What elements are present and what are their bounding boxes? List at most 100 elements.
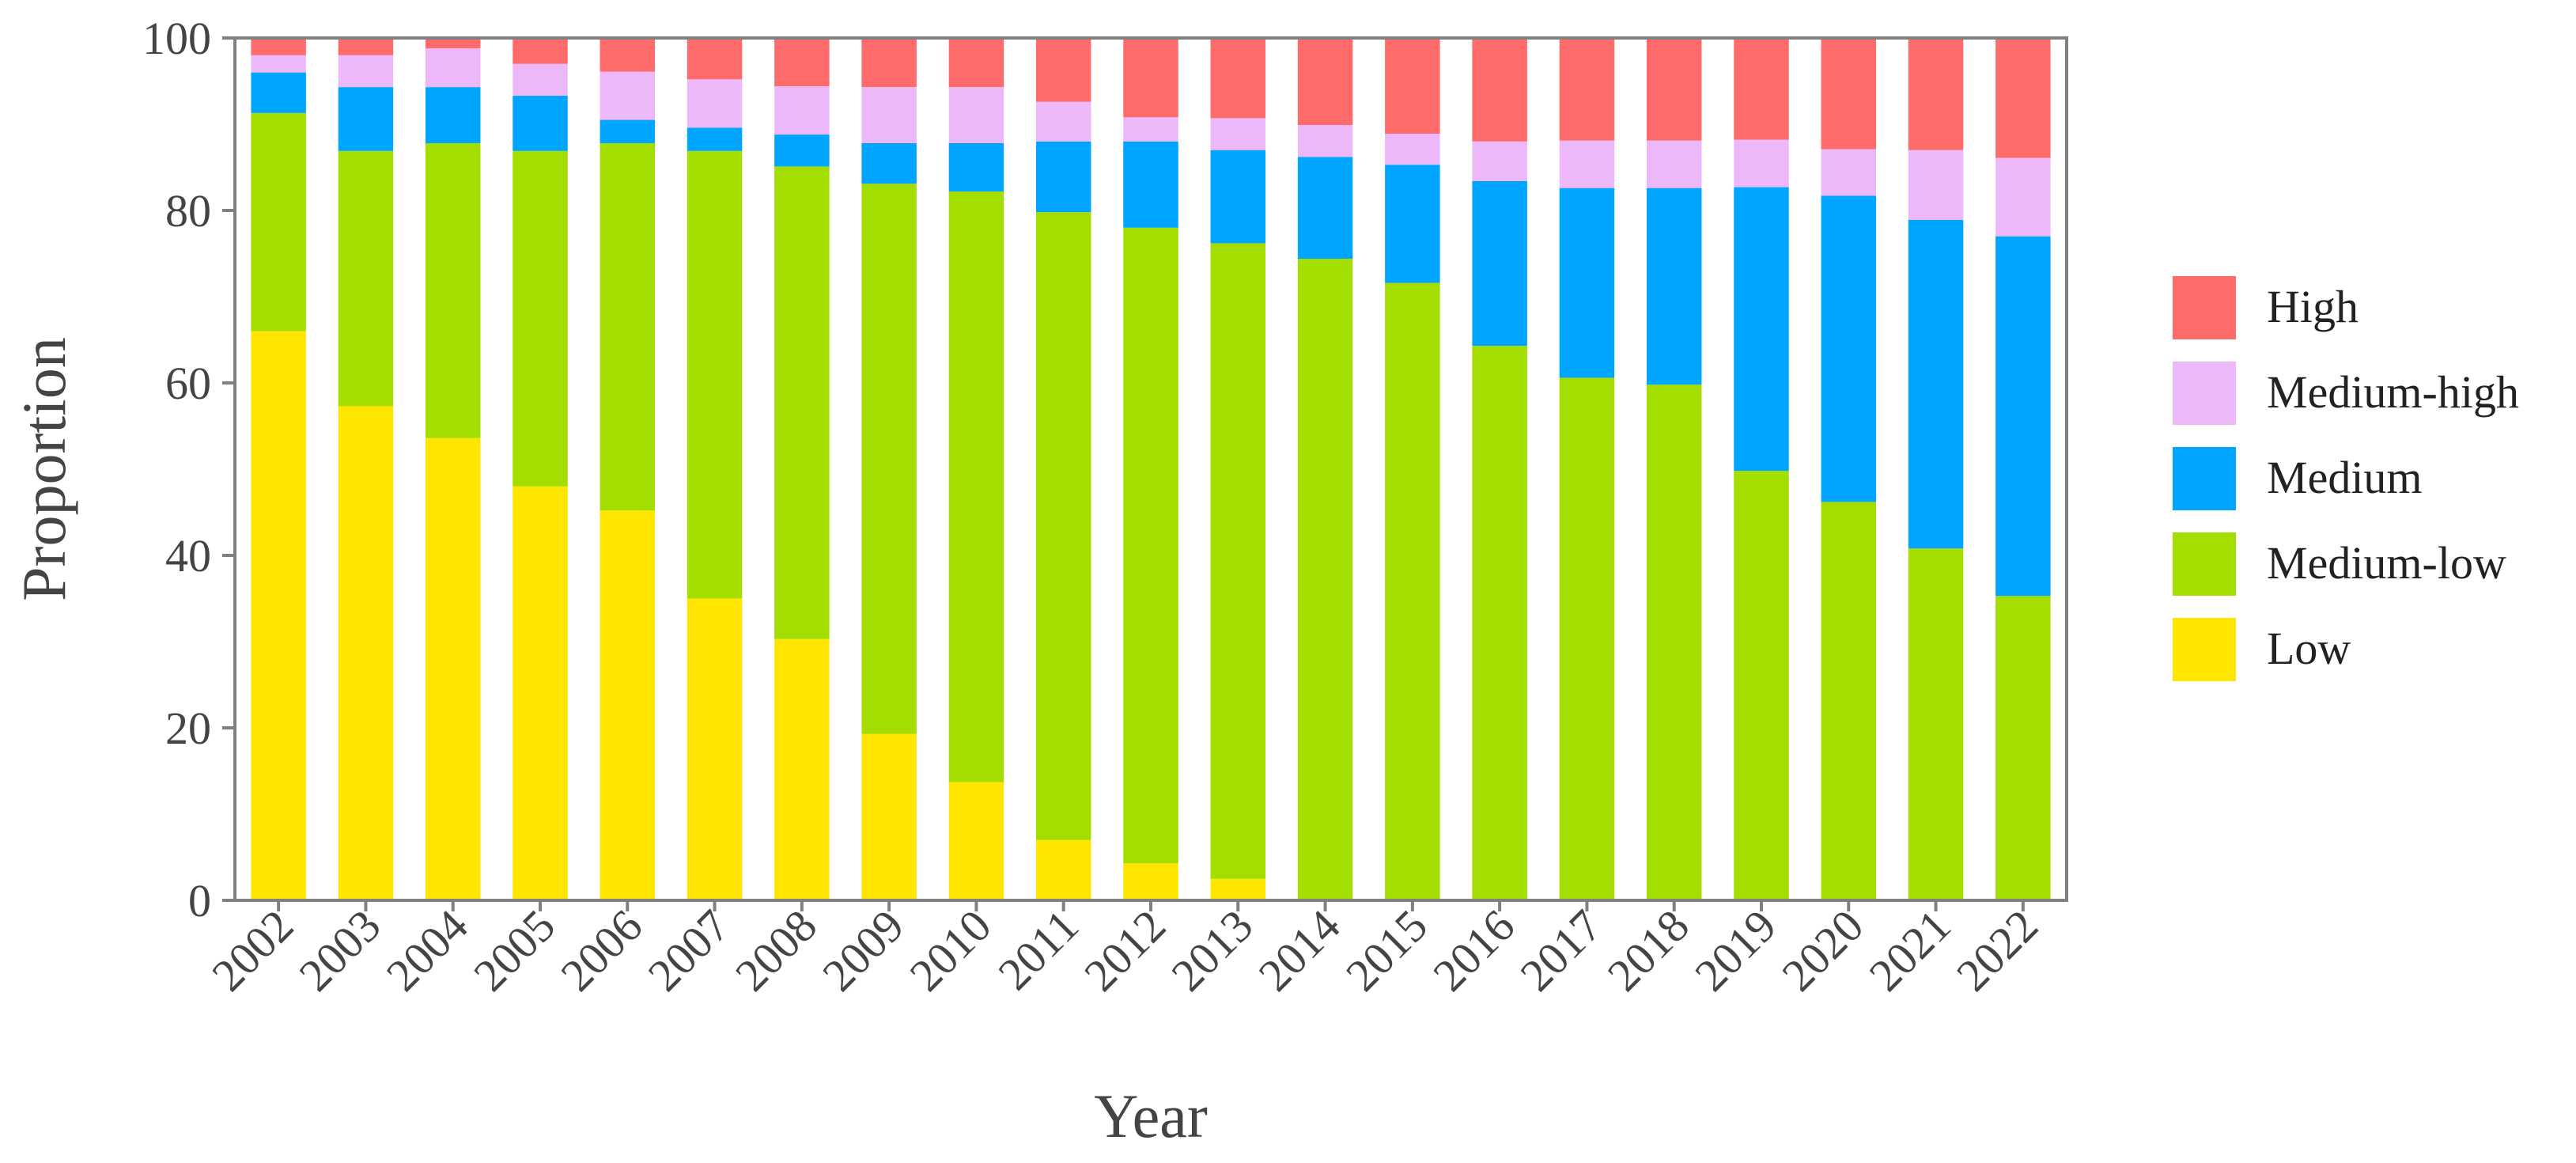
x-tick-label-2015: 2015 — [1336, 900, 1437, 1001]
bar-stack-2013 — [1210, 38, 1266, 900]
bar-medium-high-2021 — [1908, 150, 1964, 220]
legend-swatch-medium — [2173, 447, 2236, 510]
bar-medium-2015 — [1385, 165, 1440, 283]
bar-medium-2021 — [1908, 219, 1964, 549]
bar-medium-low-2011 — [1035, 212, 1091, 840]
x-tick-label-2008: 2008 — [725, 900, 827, 1001]
bar-medium-high-2012 — [1123, 117, 1178, 142]
y-tick-label-20: 20 — [165, 703, 211, 754]
bar-medium-low-2019 — [1734, 471, 1789, 900]
bar-medium-high-2014 — [1297, 125, 1353, 157]
bar-medium-2010 — [948, 142, 1004, 192]
legend-label-medium-low: Medium-low — [2267, 537, 2506, 589]
bar-medium-low-2008 — [774, 166, 830, 639]
bar-medium-2017 — [1559, 188, 1615, 378]
bar-stack-2005 — [513, 38, 568, 900]
bar-medium-high-2003 — [338, 55, 394, 88]
bar-medium-2014 — [1297, 157, 1353, 259]
bar-stack-2007 — [687, 38, 743, 900]
bar-low-2010 — [948, 782, 1004, 900]
legend-label-medium-high: Medium-high — [2267, 366, 2519, 418]
bar-stack-2017 — [1559, 38, 1615, 901]
bar-stack-2002 — [251, 38, 306, 901]
bar-medium-2012 — [1123, 141, 1178, 228]
legend-swatch-medium-low — [2173, 532, 2236, 596]
bar-medium-high-2020 — [1821, 149, 1877, 196]
bar-medium-low-2017 — [1559, 377, 1615, 901]
bar-high-2005 — [513, 38, 568, 64]
bar-high-2004 — [425, 38, 481, 49]
bar-low-2008 — [774, 638, 830, 900]
legend-swatch-high — [2173, 276, 2236, 339]
bar-high-2016 — [1472, 38, 1527, 142]
x-tick-label-2013: 2013 — [1161, 900, 1262, 1001]
bar-medium-high-2022 — [1995, 157, 2051, 237]
x-tick-label-2007: 2007 — [638, 900, 740, 1001]
bar-medium-2019 — [1734, 187, 1789, 472]
bar-low-2007 — [687, 598, 743, 900]
bar-stack-2021 — [1908, 38, 1964, 900]
x-tick-label-2002: 2002 — [202, 900, 303, 1001]
y-tick-label-40: 40 — [165, 530, 211, 582]
bar-stack-2018 — [1646, 38, 1702, 900]
bar-high-2002 — [251, 38, 306, 55]
bar-high-2012 — [1123, 38, 1178, 118]
bar-stack-2008 — [774, 38, 830, 900]
bar-medium-low-2004 — [425, 142, 481, 438]
bar-medium-2006 — [600, 119, 656, 143]
bar-low-2013 — [1210, 878, 1266, 900]
bar-medium-low-2020 — [1821, 502, 1877, 900]
bar-stack-2014 — [1297, 38, 1353, 900]
bar-stack-2016 — [1472, 38, 1527, 900]
bar-stack-2012 — [1123, 38, 1178, 900]
bar-medium-high-2013 — [1210, 118, 1266, 150]
bar-medium-high-2005 — [513, 63, 568, 97]
bar-medium-low-2006 — [600, 142, 656, 511]
bar-stack-2004 — [425, 38, 481, 900]
bar-medium-low-2007 — [687, 150, 743, 599]
bar-medium-high-2016 — [1472, 141, 1527, 181]
bar-medium-2016 — [1472, 180, 1527, 347]
bar-stack-2010 — [948, 38, 1004, 900]
bar-medium-high-2007 — [687, 79, 743, 128]
legend-swatch-low — [2173, 618, 2236, 681]
bar-medium-2008 — [774, 134, 830, 167]
bar-medium-high-2006 — [600, 71, 656, 120]
y-axis-ticks: 0 20 40 60 80 100 — [142, 13, 235, 926]
x-tick-label-2009: 2009 — [812, 900, 914, 1001]
bar-medium-low-2022 — [1995, 596, 2051, 900]
bar-medium-2007 — [687, 127, 743, 151]
bar-high-2003 — [338, 38, 394, 55]
bar-medium-2018 — [1646, 188, 1702, 385]
bar-medium-2009 — [861, 142, 917, 184]
bar-medium-high-2018 — [1646, 140, 1702, 188]
x-tick-label-2011: 2011 — [988, 900, 1088, 999]
bar-stack-2019 — [1734, 38, 1789, 900]
bar-high-2006 — [600, 38, 656, 72]
bar-high-2020 — [1821, 38, 1877, 150]
bar-medium-high-2019 — [1734, 139, 1789, 188]
bar-high-2009 — [861, 38, 917, 88]
x-tick-label-2016: 2016 — [1423, 900, 1524, 1001]
bar-high-2011 — [1035, 38, 1091, 102]
y-tick-label-60: 60 — [165, 358, 211, 409]
bar-medium-low-2010 — [948, 191, 1004, 782]
bar-medium-low-2013 — [1210, 243, 1266, 879]
bar-low-2005 — [513, 486, 568, 900]
bar-low-2011 — [1035, 839, 1091, 900]
bar-medium-2003 — [338, 87, 394, 151]
bar-medium-low-2016 — [1472, 346, 1527, 900]
legend-label-high: High — [2267, 281, 2358, 332]
bar-high-2010 — [948, 38, 1004, 88]
bar-low-2006 — [600, 510, 656, 900]
x-tick-label-2020: 2020 — [1772, 900, 1873, 1001]
bar-low-2004 — [425, 438, 481, 900]
bar-medium-high-2008 — [774, 86, 830, 135]
bar-high-2008 — [774, 38, 830, 87]
bar-medium-low-2003 — [338, 150, 394, 407]
bar-medium-high-2017 — [1559, 140, 1615, 188]
bar-stack-2020 — [1821, 38, 1877, 900]
x-tick-label-2004: 2004 — [376, 900, 478, 1001]
